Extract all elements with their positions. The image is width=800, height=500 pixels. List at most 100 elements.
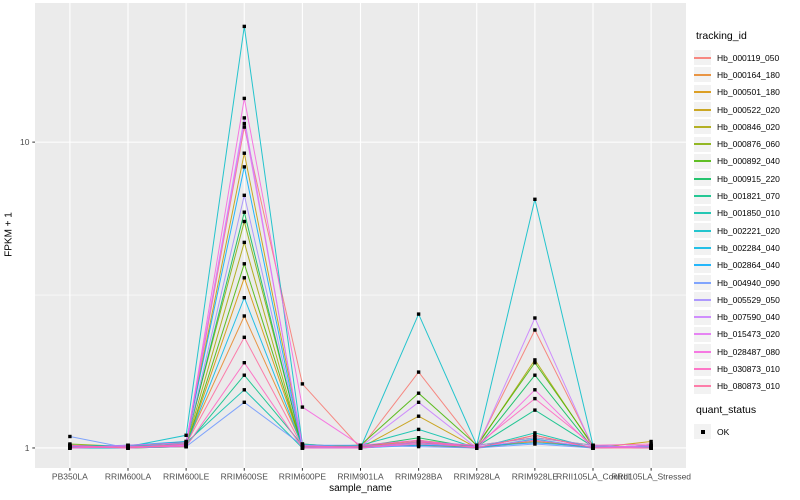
legend-item: Hb_000119_050: [694, 49, 800, 66]
legend-key-swatch: [694, 102, 711, 118]
legend-line-icon: [694, 212, 711, 215]
data-point: [242, 296, 246, 300]
data-point: [533, 431, 537, 435]
data-point: [533, 358, 537, 362]
legend-item-label: Hb_002221_020: [717, 225, 780, 236]
data-point: [475, 446, 479, 450]
legend-item-label: Hb_000501_180: [717, 87, 780, 98]
data-point: [126, 446, 130, 450]
legend-line-icon: [694, 160, 711, 163]
legend-item-label: Hb_000915_220: [717, 173, 780, 184]
data-point: [300, 405, 305, 409]
legend-key-swatch: [694, 257, 711, 273]
x-tick-label: RRIM600PE: [279, 472, 327, 482]
legend-line-icon: [694, 264, 711, 267]
data-point: [475, 443, 479, 447]
data-point: [533, 442, 537, 446]
data-point: [416, 444, 421, 449]
legend-item-label: Hb_002284_040: [717, 242, 780, 253]
y-tick-label: 1: [25, 443, 30, 453]
legend-item-label: Hb_030873_010: [717, 363, 780, 374]
x-tick-label: RRIM600LA: [105, 472, 152, 482]
x-tick-label: PB350LA: [52, 472, 88, 482]
legend-key-swatch: [694, 223, 711, 239]
legend-item-label: Hb_000522_020: [717, 104, 780, 115]
legend-item-label: Hb_001821_070: [717, 191, 780, 202]
legend-item: Hb_000876_060: [694, 135, 800, 152]
data-point: [416, 400, 421, 404]
x-tick-label: RRIM600LE: [163, 472, 210, 482]
legend-key-swatch: [694, 292, 711, 308]
x-axis-title: sample_name: [329, 483, 392, 494]
x-tick-label: RRIM600SE: [221, 472, 269, 482]
legend-item: Hb_028487_080: [694, 343, 800, 360]
legend-item-label: Hb_004940_090: [717, 277, 780, 288]
data-point: [533, 316, 537, 320]
legend-item: Hb_002221_020: [694, 222, 800, 239]
data-point: [242, 121, 246, 126]
data-point: [242, 400, 246, 404]
data-point: [649, 446, 653, 450]
data-point: [184, 433, 188, 437]
legend-key-swatch: [694, 424, 711, 440]
legend-key-swatch: [694, 188, 711, 204]
data-point: [416, 391, 421, 395]
data-point: [242, 165, 246, 169]
y-axis-title: FPKM + 1: [3, 212, 15, 257]
legend-title-quant-status: quant_status: [696, 403, 757, 416]
data-point: [242, 388, 246, 392]
data-point: [591, 446, 595, 450]
legend-line-icon: [694, 281, 711, 284]
data-point: [416, 312, 421, 316]
data-point: [68, 446, 72, 450]
data-point: [416, 414, 421, 418]
legend-item: Hb_004940_090: [694, 274, 800, 291]
legend-color-items: Hb_000119_050 Hb_000164_180 Hb_000501_180 H…: [694, 49, 800, 395]
legend-item: Hb_000501_180: [694, 84, 800, 101]
x-tick-label: RRIM928LE: [512, 472, 559, 482]
legend-item-label: Hb_002864_040: [717, 260, 780, 271]
data-point: [184, 442, 188, 446]
data-point: [533, 408, 537, 412]
data-point: [68, 443, 72, 447]
legend-shape-items: OK: [694, 423, 800, 440]
legend-key-swatch: [694, 275, 711, 290]
data-point: [242, 219, 246, 224]
legend-item: Hb_000522_020: [694, 101, 800, 118]
x-tick-label: RRIM928LA: [454, 472, 501, 482]
data-point: [416, 370, 421, 374]
data-point: [416, 436, 421, 440]
data-point: [242, 361, 246, 365]
legend-item-label: Hb_001850_010: [717, 208, 780, 219]
legend-line-icon: [694, 316, 711, 319]
legend-item-label: Hb_000119_050: [717, 52, 780, 63]
legend-item: Hb_001821_070: [694, 187, 800, 204]
legend-key-swatch: [694, 136, 711, 152]
data-point: [416, 439, 421, 444]
legend-item-label: Hb_007590_040: [717, 312, 780, 323]
data-point: [242, 373, 246, 377]
legend-item-label: Hb_015473_020: [717, 329, 780, 340]
legend-item: Hb_000915_220: [694, 170, 800, 187]
data-point: [242, 116, 246, 120]
legend-line-icon: [694, 333, 711, 336]
legend-point-icon: [700, 429, 705, 434]
legend-key-swatch: [694, 344, 711, 360]
data-point: [533, 388, 537, 392]
data-point: [68, 434, 72, 439]
legend-key-swatch: [694, 378, 711, 394]
legend-item-label: Hb_005529_050: [717, 294, 780, 305]
legend-key-swatch: [694, 119, 711, 135]
legend-line-icon: [694, 298, 711, 301]
legend-line-icon: [694, 350, 711, 353]
data-point: [533, 396, 537, 401]
legend-item: Hb_000892_040: [694, 153, 800, 170]
legend-line-icon: [694, 73, 711, 76]
legend-item: Hb_002864_040: [694, 257, 800, 274]
data-point: [533, 373, 537, 377]
x-tick-label: RRIM901LA: [337, 472, 384, 482]
data-point: [533, 436, 537, 440]
data-point: [533, 433, 537, 437]
x-tick-label: RRII105LA_Control: [556, 472, 630, 482]
